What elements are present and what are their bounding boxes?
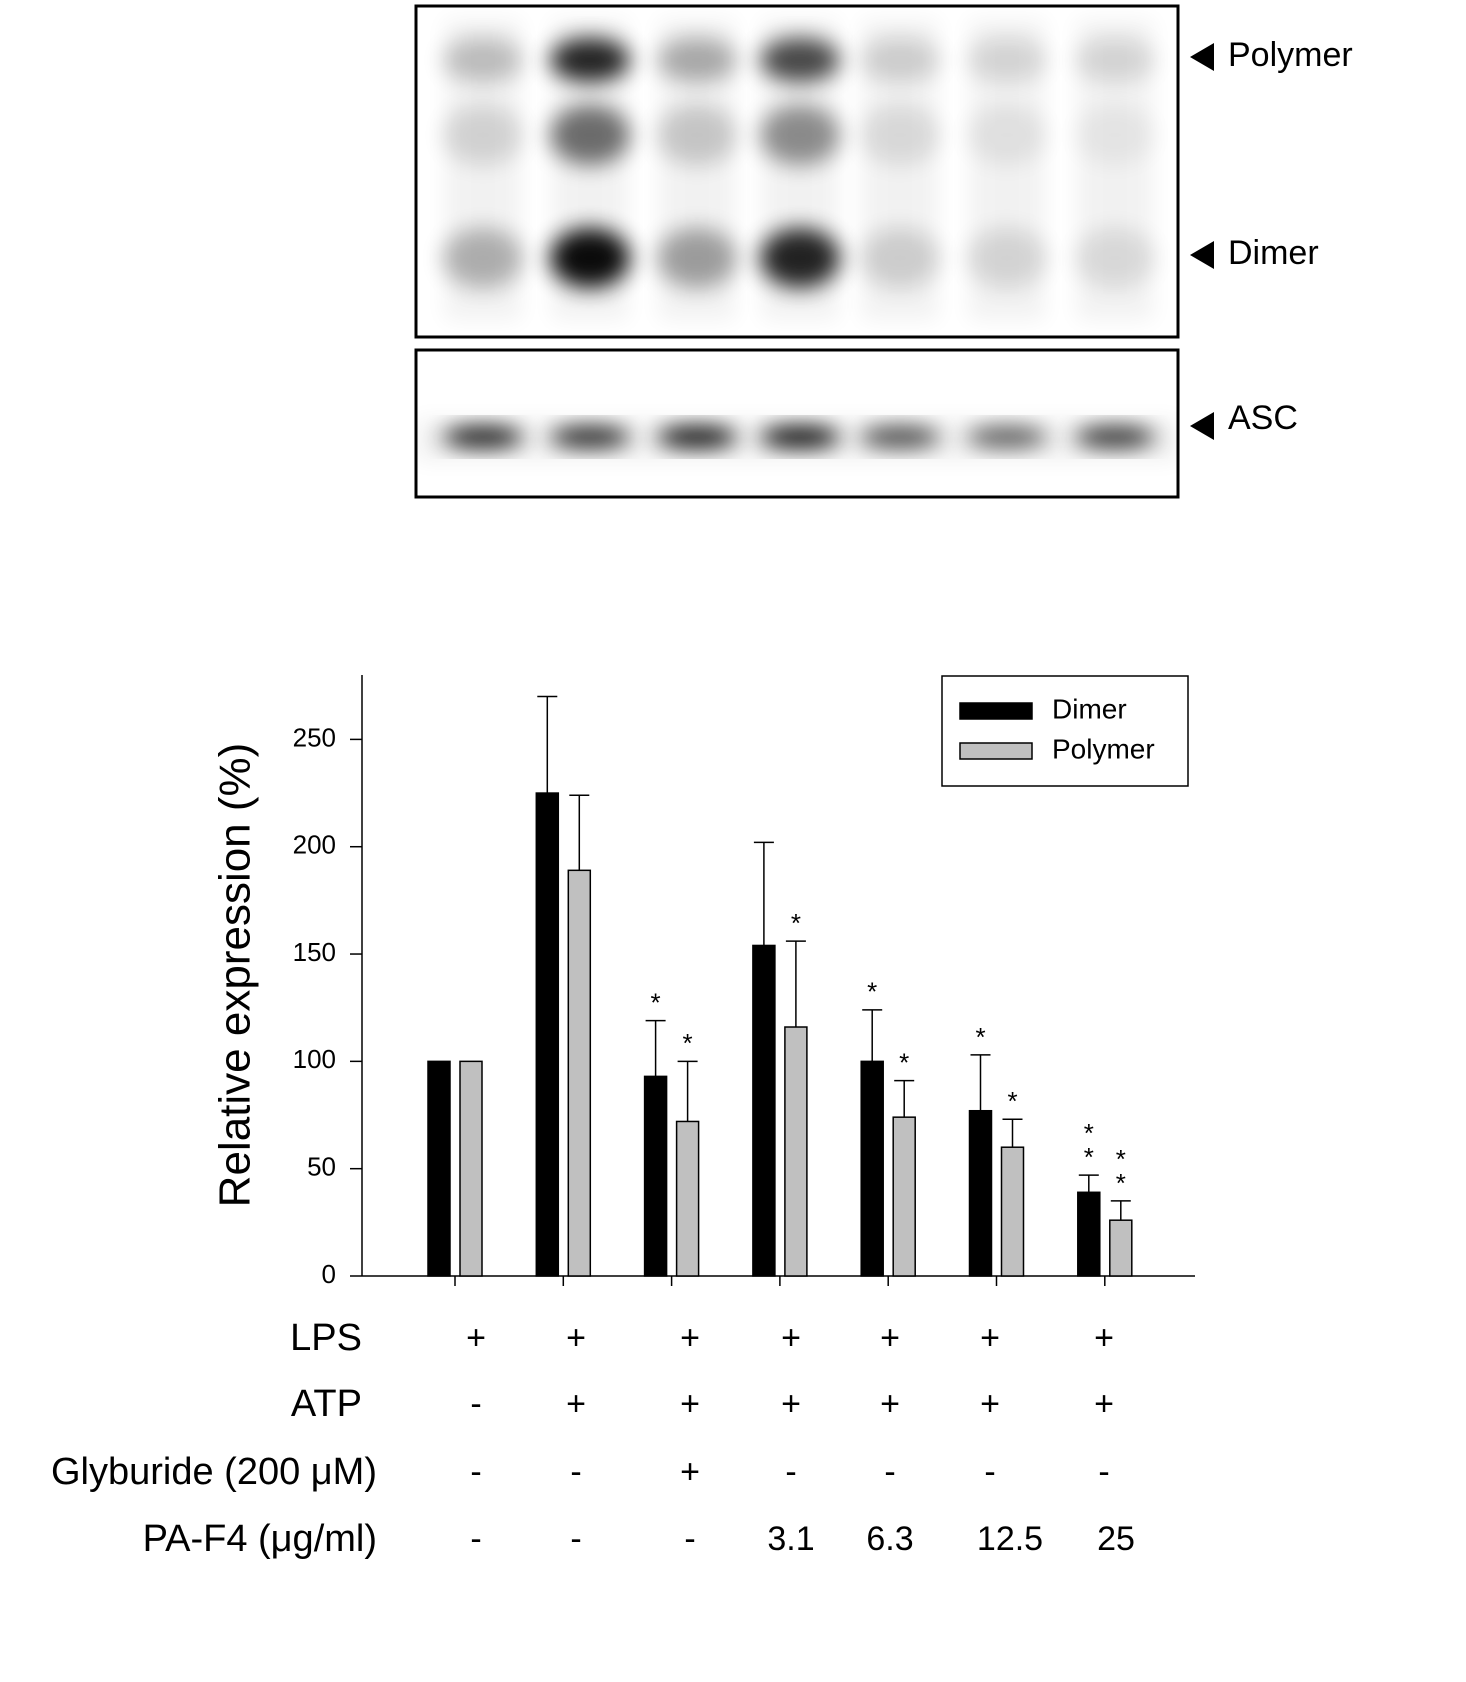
arrow — [1190, 241, 1214, 269]
significance-mark: * — [975, 1022, 985, 1052]
condition-value: 25 — [1097, 1520, 1135, 1558]
significance-mark: * — [651, 987, 661, 1017]
bar — [860, 1060, 884, 1277]
blot-smear — [445, 20, 521, 320]
blot-smear — [862, 20, 938, 320]
condition-value: - — [984, 1453, 995, 1491]
legend-swatch — [959, 742, 1033, 760]
bar — [459, 1060, 483, 1277]
bar — [1000, 1146, 1025, 1277]
blot-panel — [443, 20, 1155, 320]
condition-value: + — [466, 1319, 486, 1357]
condition-value: + — [1094, 1385, 1114, 1423]
bar — [892, 1116, 916, 1277]
condition-value: + — [566, 1319, 586, 1357]
blot-smear — [552, 20, 628, 320]
y-tick-label: 100 — [293, 1044, 336, 1074]
significance-mark: * — [1084, 1118, 1094, 1148]
bar — [535, 792, 560, 1277]
significance-mark: * — [1116, 1144, 1126, 1174]
bar — [784, 1026, 808, 1277]
condition-value: 12.5 — [977, 1520, 1043, 1558]
bar — [752, 944, 776, 1277]
blot-smear — [762, 20, 838, 320]
y-tick-label: 200 — [293, 830, 336, 860]
blot-smear — [969, 20, 1045, 320]
blot-frame — [414, 4, 1180, 339]
condition-value: + — [781, 1319, 801, 1357]
condition-value: + — [566, 1385, 586, 1423]
condition-label: ATP — [291, 1383, 362, 1425]
bar — [567, 869, 592, 1277]
y-tick-label: 150 — [293, 937, 336, 967]
condition-value: - — [1098, 1453, 1109, 1491]
condition-value: + — [781, 1385, 801, 1423]
condition-value: - — [785, 1453, 796, 1491]
condition-value: - — [470, 1453, 481, 1491]
y-axis-label: Relative expression (%) — [211, 743, 260, 1208]
condition-label: LPS — [290, 1317, 362, 1359]
blot-bg — [416, 420, 1178, 460]
blot-frame — [414, 348, 1180, 499]
bar — [643, 1075, 668, 1277]
condition-label: PA-F4 (μg/ml) — [143, 1518, 377, 1560]
y-tick-label: 50 — [307, 1152, 336, 1182]
condition-label: Glyburide (200 μM) — [51, 1451, 377, 1493]
legend-box — [941, 675, 1189, 787]
condition-value: + — [1094, 1319, 1114, 1357]
bar — [1077, 1191, 1101, 1277]
blot-smear — [659, 20, 735, 320]
condition-value: - — [884, 1453, 895, 1491]
condition-value: 6.3 — [866, 1520, 913, 1558]
bar — [1109, 1219, 1133, 1277]
significance-mark: * — [867, 977, 877, 1007]
legend-swatch — [959, 702, 1033, 720]
significance-mark: * — [899, 1048, 909, 1078]
significance-mark: * — [1116, 1168, 1126, 1198]
legend-label: Polymer — [1052, 733, 1155, 764]
condition-value: + — [980, 1385, 1000, 1423]
condition-value: + — [880, 1319, 900, 1357]
arrow — [1190, 412, 1214, 440]
significance-mark: * — [1007, 1086, 1017, 1116]
condition-value: + — [680, 1385, 700, 1423]
bar — [427, 1060, 451, 1277]
bar — [968, 1109, 993, 1277]
y-tick-label: 250 — [293, 722, 336, 752]
condition-value: - — [570, 1453, 581, 1491]
band-label: ASC — [1228, 399, 1298, 437]
legend-label: Dimer — [1052, 693, 1127, 724]
condition-value: - — [470, 1520, 481, 1558]
condition-value: - — [684, 1520, 695, 1558]
condition-value: + — [880, 1385, 900, 1423]
significance-mark: * — [791, 908, 801, 938]
condition-value: + — [680, 1319, 700, 1357]
band-label: Polymer — [1228, 36, 1353, 74]
condition-value: 3.1 — [767, 1520, 814, 1558]
band-label: Dimer — [1228, 234, 1319, 272]
blot-smear — [1077, 20, 1153, 320]
condition-value: - — [470, 1385, 481, 1423]
bar — [675, 1120, 700, 1277]
condition-value: - — [570, 1520, 581, 1558]
condition-value: + — [680, 1453, 700, 1491]
y-tick-label: 0 — [322, 1259, 336, 1289]
significance-mark: * — [1084, 1142, 1094, 1172]
significance-mark: * — [683, 1028, 693, 1058]
condition-value: + — [980, 1319, 1000, 1357]
arrow — [1190, 43, 1214, 71]
blot-panel — [416, 420, 1178, 460]
